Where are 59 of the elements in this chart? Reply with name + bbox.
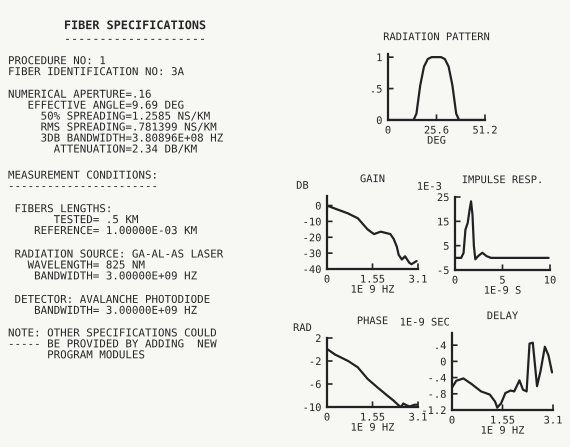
y-tick-label: 0 xyxy=(440,358,446,366)
y-tick-label: -10 xyxy=(304,218,321,226)
y-tick-label: 0 xyxy=(376,116,382,124)
x-axis-title: 1E-9 S xyxy=(484,286,521,294)
y-axis-title: 1E-9 SEC xyxy=(400,318,449,326)
text: DETECTOR: AVALANCHE PHOTODIODE BANDWIDTH= 3.00000E+09 HZ xyxy=(15,294,210,314)
text: FIBER SPECIFICATIONS xyxy=(64,20,206,30)
y-axis-title: RAD xyxy=(294,323,312,332)
y-tick-label: 2 xyxy=(316,334,321,342)
y-tick-label: -5 xyxy=(438,266,449,274)
text: NOTE: OTHER SPECIFICATIONS COULD ----- BE PROVIDED BY ADDING NEW PROGRAM MODULES xyxy=(8,328,217,358)
y-axis-title: DB xyxy=(296,181,308,189)
text: FIBERS LENGTHS: TESTED= .5 KM REFERENCE= 1.00000E-03 KM xyxy=(16,204,197,234)
x-tick-label: 3.1 xyxy=(409,412,427,421)
x-axis-title: 1E 9 HZ xyxy=(482,426,524,434)
y-tick-label: -20 xyxy=(304,234,321,242)
y-tick-label: -.4 xyxy=(429,374,446,382)
y-axis-title: 1E-3 xyxy=(418,182,442,190)
y-tick-label: -30 xyxy=(304,249,321,258)
y-tick-label: -1.2 xyxy=(423,406,446,414)
x-tick-label: 1.55 xyxy=(361,412,384,421)
y-tick-label: .5 xyxy=(372,84,382,93)
text: MEASUREMENT CONDITIONS: ----------------------- xyxy=(8,170,156,188)
chart-title: DELAY xyxy=(488,312,518,320)
text: PROCEDURE NO: 1 FIBER IDENTIFICATION NO: 3A xyxy=(9,56,184,76)
x-tick-label: 0 xyxy=(452,276,458,284)
y-tick-label: -6 xyxy=(310,380,321,388)
y-tick-label: -10 xyxy=(304,403,321,412)
text: -------------------- xyxy=(66,38,204,40)
x-tick-label: 1.55 xyxy=(361,274,384,283)
x-axis-title: 1E 9 HZ xyxy=(352,422,394,431)
text: NUMERICAL APERTURE=.16 EFFECTIVE ANGLE=9.69 DEG 50% SPREADING=1.2585 NS/KM RMS SPREADING=.781399 NS/KM 3DB BANDWIDTH=3.80896E+08 HZ ATTENUATION=2.34 DB/KM xyxy=(8,90,223,154)
x-tick-label: 1.55 xyxy=(491,416,514,424)
chart-title: IMPULSE RESP. xyxy=(462,175,541,184)
x-tick-label: 25.6 xyxy=(424,126,448,134)
text: RADIATION SOURCE: GA-AL-AS LASER WAVELENGTH= 825 NM BANDWIDTH= 3.00000E+09 HZ xyxy=(15,249,224,280)
y-tick-label: 1 xyxy=(377,54,382,62)
x-tick-label: 3.1 xyxy=(409,274,427,283)
x-tick-label: 0 xyxy=(386,126,390,134)
x-tick-label: 51.2 xyxy=(473,126,497,134)
x-tick-label: 10 xyxy=(544,276,556,284)
chart-title: RADIATION PATTERN xyxy=(384,32,490,40)
y-tick-label: .4 xyxy=(436,342,446,350)
x-tick-label: 5 xyxy=(500,276,505,284)
chart-title: PHASE xyxy=(358,316,388,324)
y-tick-label: 5 xyxy=(444,242,449,250)
y-tick-label: 0 xyxy=(316,202,321,210)
y-tick-label: 25 xyxy=(438,193,449,202)
y-tick-label: -2 xyxy=(310,357,321,365)
y-tick-label: 15 xyxy=(438,218,449,226)
y-tick-label: -.8 xyxy=(429,390,446,398)
y-tick-label: -40 xyxy=(304,265,321,274)
x-tick-label: 3.1 xyxy=(544,416,562,424)
x-tick-label: 0 xyxy=(324,274,330,283)
x-tick-label: 0 xyxy=(450,416,454,424)
x-axis-title: 1E 9 HZ xyxy=(352,284,394,293)
x-axis-title: DEG xyxy=(428,136,446,144)
chart-title: GAIN xyxy=(360,174,384,182)
x-tick-label: 0 xyxy=(324,412,330,421)
